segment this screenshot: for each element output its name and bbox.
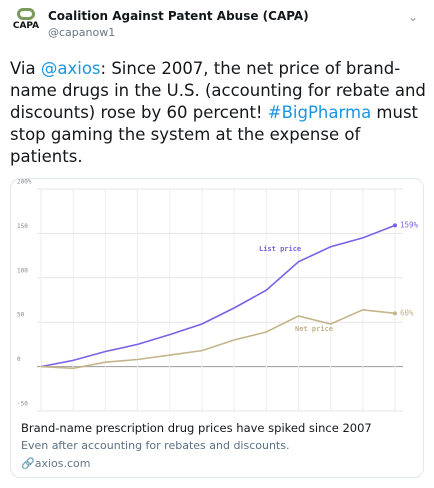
domain: axios.com — [34, 457, 91, 470]
series-label: List price — [259, 245, 301, 253]
y-tick-label: 200% — [17, 179, 32, 186]
card-title: Brand-name prescription drug prices have… — [21, 421, 372, 435]
text: must stop gaming the system at the expen… — [10, 103, 419, 166]
y-tick-label: 100 — [17, 267, 28, 274]
series-label: Net price — [295, 325, 333, 333]
logo[interactable]: CAPA — [10, 8, 42, 40]
line — [40, 308, 396, 370]
y-tick-label: 150 — [17, 223, 28, 230]
value-label: 60% — [400, 308, 414, 317]
value-label: 159% — [400, 220, 419, 229]
hashtag[interactable]: #BigPharma — [267, 103, 372, 122]
line — [40, 224, 396, 368]
text: : Since 2007, the net price of brand-nam… — [10, 59, 426, 122]
menu-chevron[interactable]: ⌄ — [408, 10, 419, 24]
account-name[interactable]: Coalition Against Patent Abuse (CAPA) — [48, 9, 309, 23]
card-description: Even after accounting for rebates and di… — [21, 439, 290, 452]
text: Via — [10, 59, 41, 78]
y-tick-label: 50 — [17, 312, 25, 319]
tweet-text: Via @axios: Since 2007, the net price of… — [10, 58, 426, 168]
end-marker — [393, 223, 397, 228]
y-tick-label: -50 — [17, 401, 28, 408]
card-domain: 🔗axios.com — [21, 457, 90, 470]
link-card[interactable]: 200% 150 100 50 0 -50 159% List price 60% Net pri… — [10, 178, 424, 478]
account-handle[interactable]: @capanow1 — [48, 26, 116, 39]
chart: 200% 150 100 50 0 -50 159% List price 60% Net pri… — [17, 179, 419, 412]
end-marker — [393, 311, 397, 316]
logo-text: CAPA — [12, 21, 40, 31]
mention[interactable]: @axios — [40, 59, 101, 78]
y-tick-label: 0 — [17, 356, 21, 363]
link-icon: 🔗 — [21, 457, 35, 470]
